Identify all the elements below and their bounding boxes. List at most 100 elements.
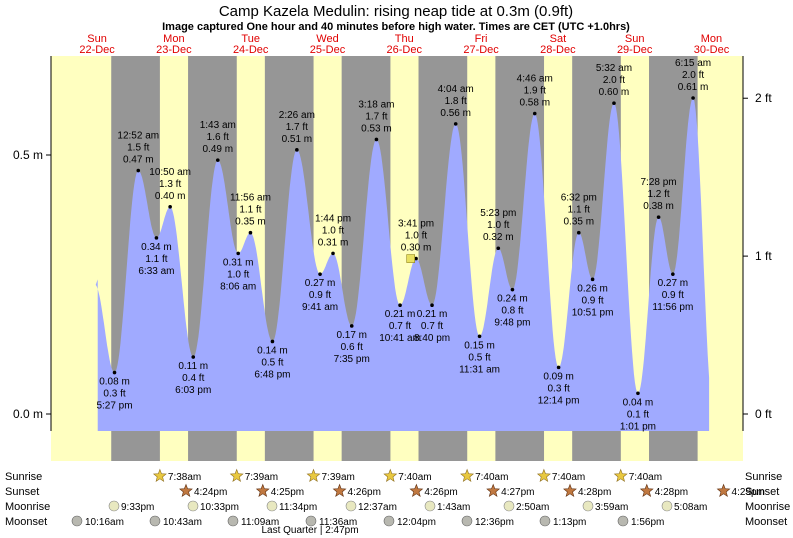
tide-time-label: 5:23 pm [480,208,516,219]
high-tide-point [168,205,172,209]
tide-metre-label: 0.38 m [643,201,674,212]
tide-feet-label: 0.5 ft [468,352,490,363]
moonset-time: 11:09am [241,517,279,528]
tide-metre-label: 0.35 m [235,217,266,228]
left-axis-metres: 0.0 m 0.5 m [13,56,52,431]
sunset-icon [332,483,347,497]
sunrise-icon [229,468,244,482]
current-level-marker [406,254,415,263]
sunrise-time: 7:40am [629,472,662,483]
sunrise-icon [306,468,321,482]
low-tide-point [318,272,322,276]
day-of-week-label: Mon [163,33,184,45]
tide-feet-label: 0.9 ft [662,290,684,301]
date-label: 22-Dec [79,44,115,56]
sunset-time: 4:28pm [578,487,611,498]
day-of-week-label: Sun [625,33,645,45]
date-label: 24-Dec [233,44,269,56]
tide-metre-label: 0.31 m [318,237,349,248]
moonset-icon [617,515,629,527]
tide-metre-label: 0.26 m [577,283,608,294]
tide-time-label: 6:32 pm [561,193,597,204]
tide-feet-label: 1.1 ft [239,205,261,216]
tide-time-label: 1:44 pm [315,213,351,224]
tide-time-label: 3:41 pm [398,219,434,230]
tide-feet-label: 1.1 ft [568,205,590,216]
tide-feet-label: 0.9 ft [581,295,603,306]
tide-time-label: 6:48 pm [254,369,290,380]
high-tide-point [295,148,299,152]
sunset-icon [255,483,270,497]
tide-time-label: 12:52 am [117,131,159,142]
tide-time-label: 8:40 pm [414,333,450,344]
low-tide-point [270,339,275,344]
tide-time-label: 7:28 pm [641,177,677,188]
tide-time-label: 10:41 am [379,333,421,344]
tide-metre-label: 0.11 m [178,361,208,372]
tide-time-label: 7:35 pm [334,354,370,365]
moonrise-icon [266,500,278,512]
moonset-time: 12:04pm [397,517,436,528]
high-tide-point [576,230,581,235]
tide-metre-label: 0.60 m [599,87,630,98]
tide-metre-label: 0.14 m [257,345,288,356]
day-of-week-label: Fri [475,33,488,45]
low-tide-point [636,391,640,396]
high-tide-point [248,230,253,235]
date-label: 26-Dec [387,44,423,56]
sunset-time: 4:26pm [424,487,457,498]
tide-metre-label: 0.35 m [563,217,594,228]
tide-feet-label: 0.4 ft [182,373,204,384]
moonrise-time: 5:08am [674,502,707,513]
high-tide-point [532,111,537,116]
high-tide-point [331,251,335,256]
sunset-icon [409,483,424,497]
low-tide-point [191,355,196,359]
tide-feet-label: 1.0 ft [227,269,249,280]
moonset-time: 10:16am [85,517,124,528]
high-tide-point [656,215,661,219]
moonrise-time: 12:37am [358,502,397,513]
date-label: 28-Dec [540,44,576,56]
tide-metre-label: 0.24 m [497,294,528,305]
left-tick-label: 0.0 m [13,407,43,421]
sunrise-icon [383,468,398,482]
tide-time-label: 6:03 pm [175,385,211,396]
day-of-week-label: Sat [550,33,567,45]
moonrise-icon [108,500,120,512]
tide-metre-label: 0.27 m [305,278,336,289]
sunrise-time: 7:38am [168,472,201,483]
moonset-icon [461,515,473,527]
sunset-time: 4:24pm [194,487,227,498]
tide-time-label: 4:46 am [517,74,553,85]
tide-metre-label: 0.09 m [543,371,574,382]
tide-time-label: 3:18 am [358,99,394,110]
high-tide-point [453,122,458,126]
day-strip-bottom [51,431,743,461]
row-label-right: Sunset [745,486,779,498]
sunrise-time: 7:39am [321,472,354,483]
tide-feet-label: 1.7 ft [286,122,308,133]
low-tide-point [398,303,402,308]
tide-feet-label: 1.6 ft [207,132,229,143]
low-tide-point [510,287,515,292]
moonrise-time: 10:33pm [200,502,239,513]
chart-subtitle: Image captured One hour and 40 minutes b… [162,21,630,33]
night-band-bottom [341,431,391,461]
tide-time-label: 11:56 am [230,193,271,204]
night-band-bottom [649,431,698,461]
tide-metre-label: 0.56 m [440,108,471,119]
tide-metre-label: 0.15 m [464,340,495,351]
moonset-time: 1:13pm [553,517,586,528]
tide-metre-label: 0.08 m [99,377,130,388]
moonrise-icon [345,500,357,512]
tide-feet-label: 1.7 ft [365,111,387,122]
tide-metre-label: 0.30 m [401,243,432,254]
tide-metre-label: 0.61 m [678,82,709,93]
night-band-bottom [495,431,545,461]
low-tide-point [671,272,675,276]
low-tide-point [477,334,482,339]
moonset-icon [383,515,395,527]
sunset-time: 4:25pm [271,487,304,498]
tide-feet-label: 0.1 ft [627,409,649,420]
